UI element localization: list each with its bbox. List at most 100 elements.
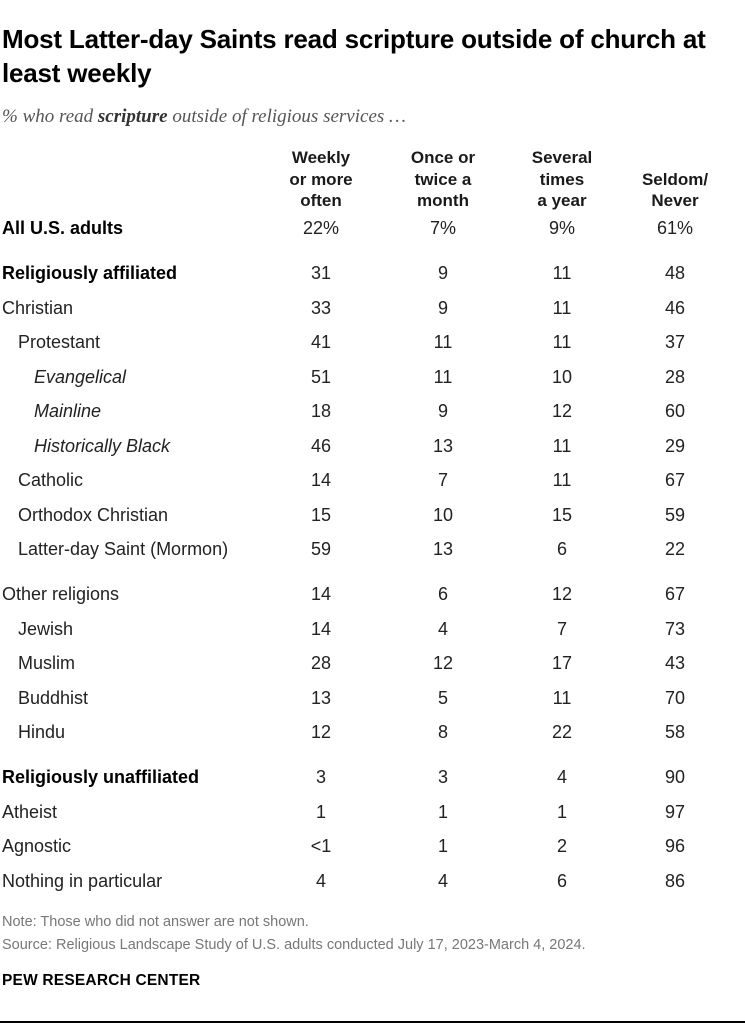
table-cell: 11 [552,688,572,708]
column-header-line: times [539,169,585,189]
table-cell: 1 [437,836,448,856]
table-cell: 12 [551,401,573,421]
table-cell: 7 [556,619,567,639]
table-row: Nothing in particular 4 4 6 86 [0,868,745,894]
row-label: Agnostic [2,836,72,856]
table-row: Agnostic <1 1 2 96 [0,833,745,859]
row-label: Catholic [18,470,84,490]
table-cell: 97 [664,802,686,822]
column-header-line: month [417,191,469,210]
table-row: Historically Black 46 13 11 29 [0,433,745,459]
row-label: Jewish [18,619,74,639]
column-header-line: or more [289,169,353,189]
row-label: Atheist [2,802,58,822]
table-cell: 9 [437,298,448,318]
table-cell: 4 [556,767,567,787]
table-cell: 43 [664,653,686,673]
table-row: Mainline 18 9 12 60 [0,398,745,424]
table-cell: 10 [432,505,454,525]
column-header: Weekly or more often [261,147,381,212]
chart-title: Most Latter-day Saints read scripture ou… [2,24,706,88]
table-cell: 15 [310,505,332,525]
table-row: Christian 33 9 11 46 [0,295,745,321]
row-label: Other religions [2,584,120,604]
table-cell: 51 [310,367,332,387]
table-cell: 33 [310,298,332,318]
table-cell: 3 [437,767,448,787]
table-cell: 12 [310,722,332,742]
table-cell: 8 [437,722,448,742]
column-header-line: Seldom/ [641,169,709,189]
table-cell: 70 [664,688,686,708]
table-cell: 28 [310,653,332,673]
row-label: Christian [2,298,74,318]
table-row: Evangelical 51 11 10 28 [0,364,745,390]
table-cell: 4 [315,871,326,891]
row-label: Muslim [18,653,75,673]
row-label: Nothing in particular [2,871,163,891]
table-cell: 22 [551,722,573,742]
column-header: Once or twice a month [383,147,503,212]
table-cell: 11 [552,470,572,490]
table-cell: 86 [664,871,686,891]
table-cell: 1 [437,802,448,822]
table-cell: 22 [664,539,686,559]
table-cell: 6 [437,584,448,604]
table-row: Protestant 41 11 11 37 [0,329,745,355]
table-cell: 17 [551,653,573,673]
table-cell: 12 [432,653,454,673]
table-cell: 31 [310,263,332,283]
table-cell: 1 [315,802,326,822]
table-cell: 67 [664,470,686,490]
table-cell: 61% [656,218,694,238]
table-cell: 46 [310,436,332,456]
table-cell: 9 [437,263,448,283]
table-cell: 90 [664,767,686,787]
row-label: Mainline [34,401,102,421]
table-cell: 67 [664,584,686,604]
table-cell: 2 [556,836,567,856]
row-label: Latter-day Saint (Mormon) [18,539,229,559]
table-cell: 60 [664,401,686,421]
table-cell: 9 [437,401,448,421]
row-label: Buddhist [18,688,89,708]
column-header: Several times a year [502,147,622,212]
row-label: Religiously unaffiliated [2,767,200,787]
row-label: Hindu [18,722,66,742]
org-name: PEW RESEARCH CENTER [2,972,201,989]
table-cell: 14 [310,584,332,604]
table-cell: 22% [302,218,340,238]
table-cell: 11 [552,332,572,352]
table-cell: 6 [556,539,567,559]
subtitle-suffix: outside of religious services … [167,106,406,127]
table-row: Orthodox Christian 15 10 15 59 [0,502,745,528]
footer-note: Note: Those who did not answer are not s… [2,914,309,930]
footer-source: Source: Religious Landscape Study of U.S… [2,937,586,953]
table-cell: 3 [315,767,326,787]
table-cell: 4 [437,619,448,639]
table-cell: 18 [310,401,332,421]
table-cell: 15 [551,505,573,525]
table-cell: 13 [432,436,454,456]
table-row: Jewish 14 4 7 73 [0,616,745,642]
table-cell: 46 [664,298,686,318]
column-header-line: Never [651,191,699,210]
table-cell: 48 [664,263,686,283]
table-cell: 6 [556,871,567,891]
table-cell: 59 [664,505,686,525]
table-cell: 11 [552,263,572,283]
table-row: All U.S. adults 22% 7% 9% 61% [0,215,745,241]
table-row: Catholic 14 7 11 67 [0,467,745,493]
table-row: Other religions 14 6 12 67 [0,581,745,607]
column-header-line: a year [537,191,587,210]
subtitle-prefix: % who read [2,106,98,127]
subtitle-emphasis: scripture [97,106,168,127]
column-header: Seldom/Never [615,169,735,212]
table-cell: 11 [552,298,572,318]
column-header-line: Once or [410,148,476,167]
table-cell: 1 [556,802,567,822]
column-header-line: Weekly [291,148,351,167]
table-cell: 37 [664,332,686,352]
table-row: Religiously unaffiliated 3 3 4 90 [0,764,745,790]
table-cell: 28 [664,367,686,387]
